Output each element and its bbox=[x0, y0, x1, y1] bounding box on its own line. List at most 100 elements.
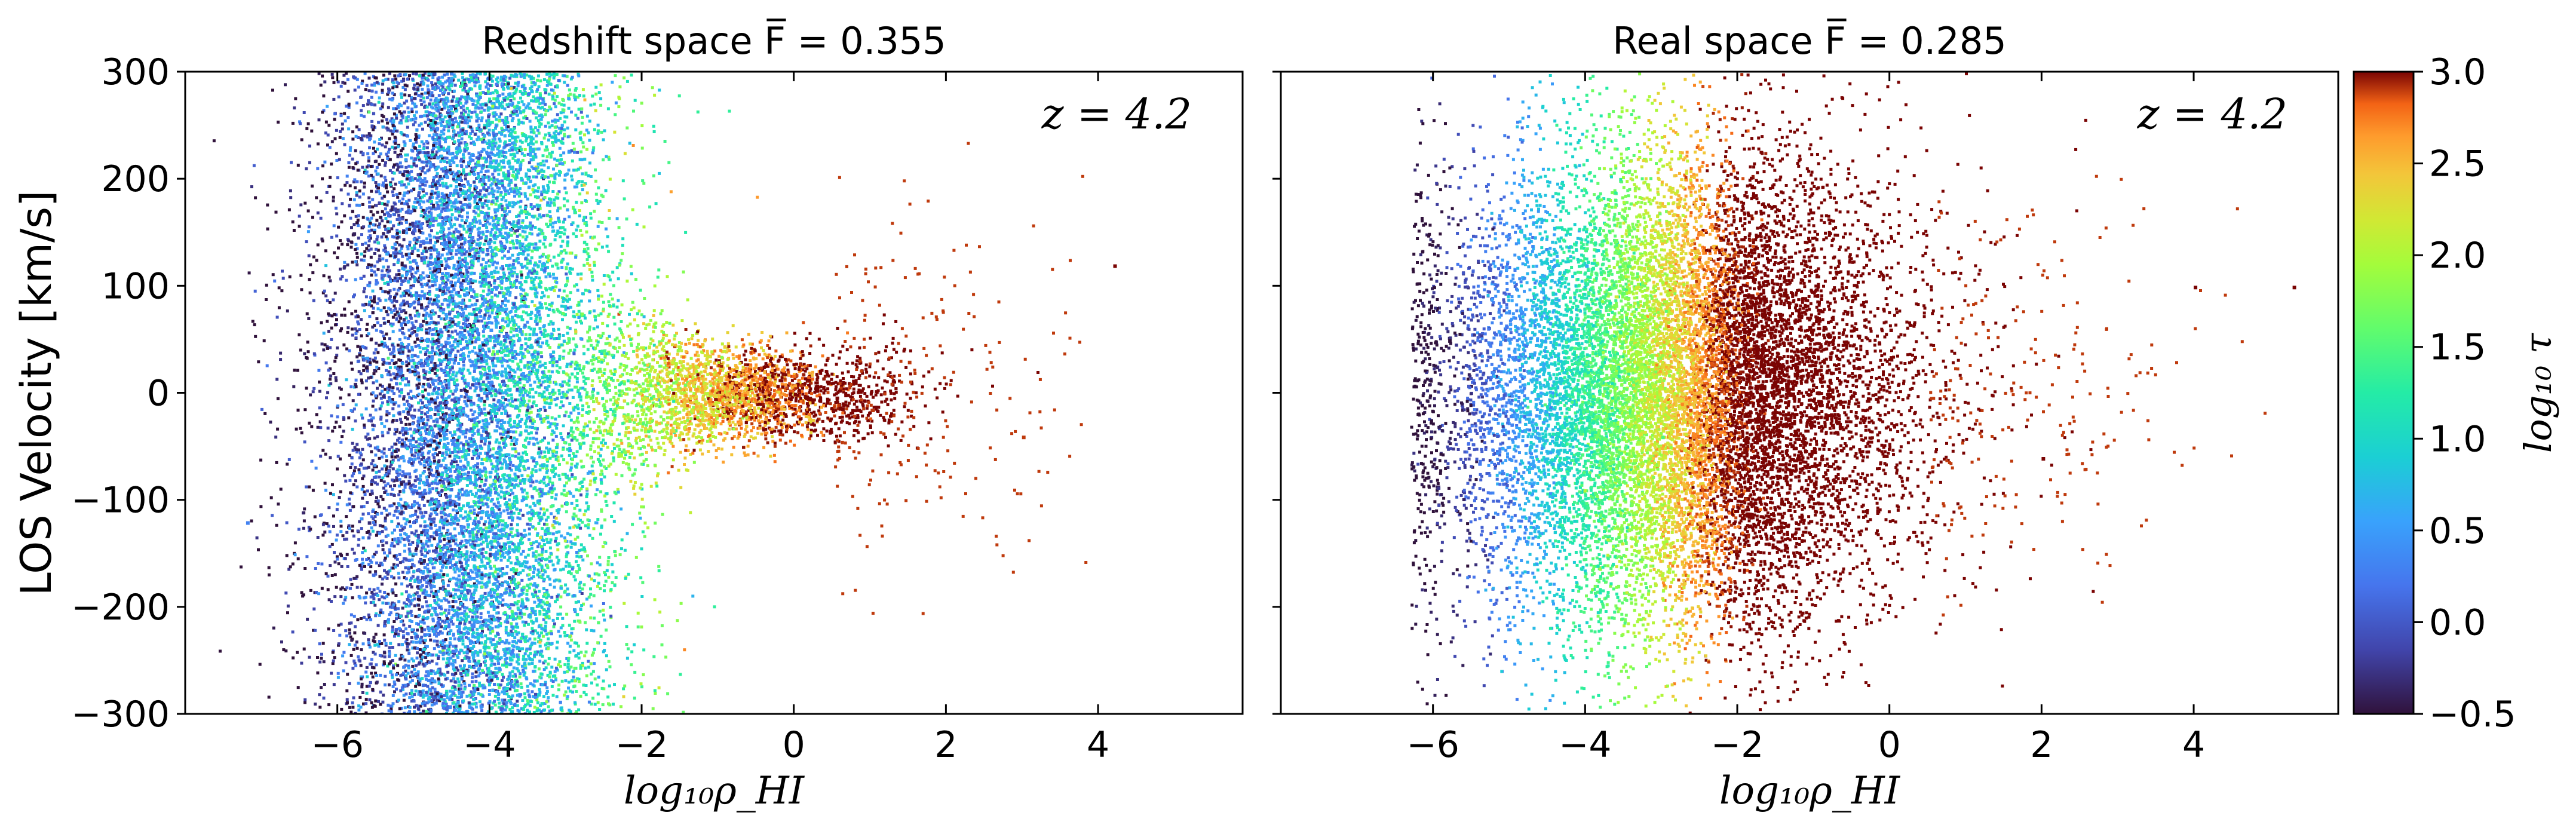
scatter-point bbox=[434, 452, 437, 455]
scatter-point bbox=[462, 114, 465, 118]
scatter-point bbox=[547, 93, 551, 96]
scatter-point bbox=[387, 357, 390, 360]
scatter-point bbox=[495, 323, 498, 326]
scatter-point bbox=[598, 708, 602, 711]
scatter-point bbox=[484, 199, 487, 203]
scatter-point bbox=[555, 73, 559, 76]
scatter-point bbox=[303, 698, 307, 701]
scatter-point bbox=[380, 422, 384, 425]
scatter-point bbox=[538, 590, 541, 593]
scatter-point bbox=[519, 539, 522, 542]
scatter-point bbox=[452, 645, 455, 648]
scatter-point bbox=[483, 522, 486, 526]
scatter-point bbox=[528, 548, 531, 551]
scatter-point bbox=[361, 496, 364, 500]
scatter-point bbox=[441, 471, 444, 475]
scatter-point bbox=[673, 410, 677, 413]
scatter-point bbox=[419, 579, 422, 582]
scatter-point bbox=[617, 312, 621, 316]
scatter-point bbox=[770, 381, 773, 385]
scatter-point bbox=[587, 412, 590, 415]
scatter-point bbox=[432, 398, 436, 402]
scatter-point bbox=[375, 471, 378, 474]
scatter-point bbox=[341, 275, 344, 278]
scatter-point bbox=[387, 396, 391, 400]
scatter-point bbox=[336, 455, 340, 458]
scatter-point bbox=[443, 197, 446, 200]
scatter-point bbox=[494, 415, 497, 418]
scatter-point bbox=[778, 438, 782, 442]
scatter-point bbox=[775, 390, 778, 394]
scatter-point bbox=[585, 258, 589, 262]
scatter-point bbox=[409, 566, 413, 569]
scatter-point bbox=[364, 711, 368, 714]
scatter-point bbox=[353, 293, 356, 297]
scatter-point bbox=[413, 354, 417, 357]
scatter-point bbox=[570, 174, 574, 178]
scatter-point bbox=[390, 389, 394, 392]
scatter-point bbox=[530, 165, 533, 168]
scatter-point bbox=[595, 400, 599, 403]
scatter-point bbox=[427, 247, 431, 250]
scatter-point bbox=[514, 533, 517, 537]
scatter-point bbox=[663, 349, 666, 352]
scatter-point bbox=[482, 620, 485, 624]
scatter-point bbox=[435, 475, 438, 479]
scatter-point bbox=[471, 492, 474, 496]
scatter-point bbox=[483, 373, 486, 376]
scatter-point bbox=[424, 388, 427, 392]
scatter-point bbox=[526, 583, 529, 587]
scatter-point bbox=[548, 447, 551, 451]
scatter-point bbox=[421, 544, 425, 547]
scatter-point bbox=[420, 328, 424, 332]
scatter-point bbox=[436, 698, 439, 702]
scatter-point bbox=[457, 550, 461, 554]
scatter-point bbox=[397, 368, 401, 372]
scatter-point bbox=[509, 404, 513, 407]
scatter-point bbox=[750, 422, 754, 425]
scatter-point bbox=[389, 220, 392, 224]
scatter-point bbox=[568, 298, 571, 301]
scatter-point bbox=[421, 395, 425, 398]
scatter-point bbox=[480, 195, 484, 199]
scatter-point bbox=[413, 578, 417, 582]
scatter-point bbox=[444, 194, 448, 197]
scatter-point bbox=[438, 667, 441, 671]
scatter-point bbox=[418, 486, 422, 490]
scatter-point bbox=[679, 396, 682, 400]
scatter-point bbox=[470, 87, 474, 91]
scatter-point bbox=[499, 549, 503, 553]
scatter-point bbox=[385, 513, 389, 517]
scatter-point bbox=[391, 278, 395, 282]
scatter-point bbox=[517, 542, 520, 545]
scatter-point bbox=[630, 650, 634, 654]
scatter-point bbox=[496, 580, 499, 584]
scatter-point bbox=[395, 273, 398, 277]
scatter-point bbox=[422, 100, 426, 104]
scatter-point bbox=[459, 288, 463, 292]
scatter-point bbox=[436, 330, 439, 333]
scatter-point bbox=[317, 562, 320, 565]
scatter-point bbox=[454, 538, 458, 542]
scatter-point bbox=[468, 429, 471, 433]
scatter-point bbox=[756, 398, 759, 402]
scatter-point bbox=[655, 437, 659, 440]
scatter-point bbox=[462, 544, 466, 547]
scatter-point bbox=[572, 337, 575, 341]
scatter-point bbox=[578, 586, 581, 590]
scatter-point bbox=[532, 283, 536, 287]
scatter-point bbox=[692, 432, 696, 436]
scatter-point bbox=[490, 290, 493, 294]
scatter-point bbox=[434, 86, 438, 90]
scatter-point bbox=[547, 450, 551, 454]
scatter-point bbox=[558, 462, 561, 466]
scatter-point bbox=[558, 354, 562, 358]
scatter-point bbox=[402, 504, 406, 508]
scatter-point bbox=[537, 636, 541, 639]
scatter-point bbox=[449, 451, 452, 455]
scatter-point bbox=[603, 649, 606, 652]
scatter-point bbox=[613, 490, 617, 494]
scatter-point bbox=[333, 560, 337, 564]
scatter-point bbox=[633, 472, 636, 476]
scatter-point bbox=[356, 218, 360, 222]
